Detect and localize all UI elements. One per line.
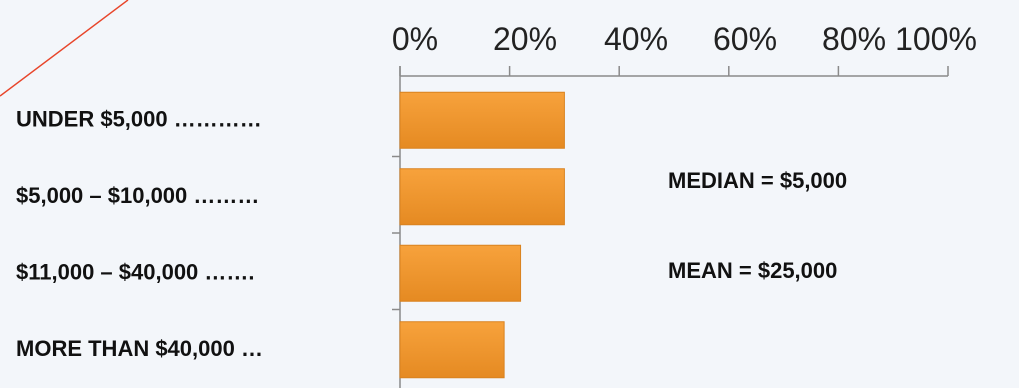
bar [399,321,505,379]
x-tick-label: 20% [493,21,557,57]
x-tick-label: 80% [822,21,886,57]
x-tick-label: 40% [604,21,668,57]
category-label: MORE THAN $40,000 … [16,336,263,361]
category-label: $11,000 – $40,000 ……. [16,259,255,284]
x-tick-label: 0% [392,21,438,57]
bar [399,91,565,149]
x-tick-label: 100% [895,21,977,57]
median-annotation: MEDIAN = $5,000 [668,168,848,193]
mean-annotation: MEAN = $25,000 [668,258,838,283]
decorative-diagonal-line [0,0,129,97]
category-label: $5,000 – $10,000 ……… [16,183,259,208]
bar [399,168,565,226]
x-tick-label: 60% [713,21,777,57]
category-label: UNDER $5,000 ………… [16,106,262,131]
bar [399,244,522,302]
